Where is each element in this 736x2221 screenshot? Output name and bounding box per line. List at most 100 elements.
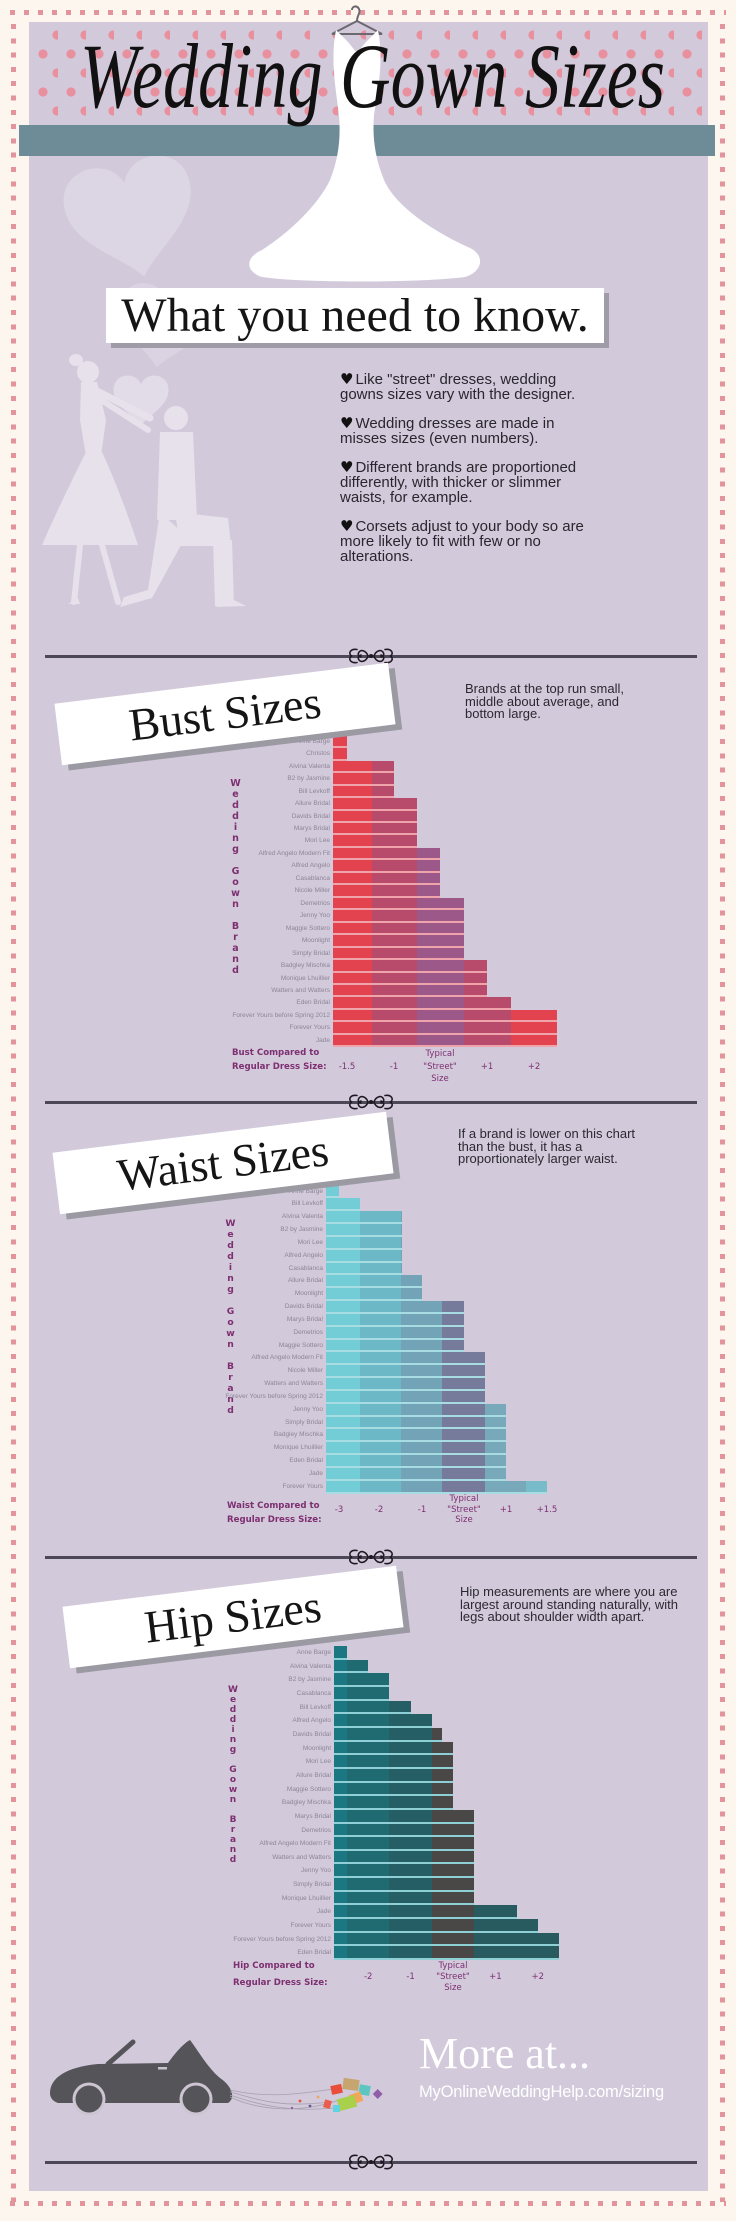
bar — [333, 872, 440, 886]
bar-label: Maggie Sottero — [285, 924, 330, 932]
bar — [333, 972, 487, 985]
bar — [326, 1301, 464, 1314]
x-tick-label: +1 — [452, 1061, 522, 1074]
x-tick-label-line: "Street" — [447, 1504, 481, 1515]
border-left — [11, 24, 16, 2202]
bar-label: Alfred Angelo — [292, 1717, 331, 1725]
confetti-icon — [290, 2077, 383, 2112]
website-link[interactable]: MyOnlineWeddingHelp.com/sizing — [419, 2083, 664, 2101]
bar-label: Forever Yours — [289, 1024, 330, 1032]
bar-label: Maggie Sottero — [286, 1785, 331, 1793]
bar-label: Forever Yours before Spring 2012 — [225, 1392, 323, 1400]
bar — [333, 1022, 557, 1035]
bar-label: Marys Bridal — [294, 1812, 331, 1820]
x-tick-label-line: Size — [455, 1515, 473, 1526]
x-tick-label-line: -2 — [374, 1504, 384, 1515]
bar — [334, 1700, 411, 1715]
bar — [334, 1919, 538, 1933]
bar — [334, 1673, 390, 1688]
bar — [333, 798, 417, 811]
bullet-text: Wedding dresses are made in misses sizes… — [340, 415, 555, 447]
bullet-text: Like "street" dresses, wedding gowns siz… — [340, 371, 576, 403]
bar — [326, 1365, 485, 1379]
bar — [333, 773, 394, 786]
bar-label: Moonlight — [302, 1744, 331, 1752]
x-tick-label: -1.5 — [312, 1061, 382, 1074]
bar-label: B2 by Jasmine — [287, 775, 330, 783]
bar — [326, 1262, 402, 1276]
more-at-label: More at... — [419, 2029, 591, 2078]
hanger-icon — [331, 5, 383, 35]
x-tick-label: Typical "Street" Size — [418, 1961, 488, 1994]
subtitle-box: What you need to know. — [106, 288, 604, 343]
bar-label: Forever Yours — [282, 1482, 323, 1490]
bar-label: Demetrios — [301, 1826, 331, 1834]
heart-icon — [340, 459, 355, 476]
x-tick-label: -3 — [304, 1505, 374, 1516]
bar-label: Badgley Mischka — [281, 1799, 331, 1807]
x-tick-label-line: -1.5 — [338, 1061, 356, 1072]
decor-layer — [42, 149, 246, 607]
bar-label: Watters and Watters — [264, 1380, 323, 1388]
bar — [333, 823, 417, 836]
bar — [326, 1211, 402, 1225]
x-tick-label-line: +1 — [499, 1504, 513, 1515]
y-axis-label: Wedding Gown Brand — [228, 1685, 238, 1865]
bar — [326, 1313, 464, 1327]
x-axis-label-line: Regular Dress Size: — [233, 1978, 328, 1988]
bar-label: Anne Barge — [296, 1649, 331, 1657]
bar-label: Mori Lee — [304, 837, 330, 845]
bar-label: Simply Bridal — [292, 949, 330, 957]
bar-label: Moonlight — [294, 1290, 323, 1298]
header-art: Wedding Gown Sizes — [80, 5, 665, 282]
bar-label: Monique Lhuillier — [281, 1894, 331, 1902]
bar-label: Bill Levkoff — [298, 787, 330, 795]
bar-label: Mori Lee — [297, 1238, 323, 1246]
bar — [326, 1416, 506, 1430]
bullet-text: Corsets adjust to your body so are more … — [340, 518, 584, 565]
x-tick-label-line: -2 — [363, 1971, 373, 1982]
bar-label: Alvina Valenta — [281, 1213, 323, 1221]
bar-label: Jenny Yoo — [300, 1867, 331, 1875]
x-tick-label-line: Typical — [425, 1049, 455, 1060]
bar-label: Jade — [308, 1469, 323, 1477]
bar — [333, 1034, 557, 1048]
x-tick-label-line: -1 — [417, 1504, 427, 1515]
bar — [333, 997, 511, 1010]
bar-label: Maggie Sottero — [278, 1341, 323, 1349]
intro-bullets: Like "street" dresses, wedding gowns siz… — [340, 371, 592, 578]
bar — [326, 1480, 547, 1494]
bar — [334, 1782, 453, 1797]
bar — [334, 1864, 475, 1879]
border-top — [10, 10, 726, 15]
bar-label: Allure Bridal — [295, 1771, 331, 1779]
intro-bullet: Wedding dresses are made in misses sizes… — [340, 415, 592, 447]
x-axis-label-line: Hip Compared to — [233, 1961, 315, 1971]
bar — [326, 1467, 506, 1481]
bar-label: Allure Bridal — [294, 800, 330, 808]
intro-bullet: Different brands are proportioned differ… — [340, 459, 592, 505]
bar-label: Demetrios — [300, 899, 330, 907]
bar-label: Watters and Watters — [272, 1853, 331, 1861]
bar — [334, 1796, 453, 1810]
bar — [333, 947, 464, 961]
intro-bullet: Corsets adjust to your body so are more … — [340, 518, 592, 565]
subtitle: What you need to know. — [121, 289, 589, 342]
x-tick-label-line: +1.5 — [536, 1504, 558, 1515]
x-tick-label-line: Typical — [449, 1494, 479, 1505]
bar — [334, 1646, 347, 1660]
bar-label: Casablanca — [295, 874, 330, 882]
bar-label: Bill Levkoff — [299, 1703, 331, 1711]
bar — [334, 1659, 369, 1674]
bar-label: Simply Bridal — [285, 1418, 323, 1426]
x-tick-label-line: Size — [444, 1982, 462, 1993]
bar-label: Mori Lee — [305, 1758, 331, 1766]
x-tick-label: -2 — [344, 1505, 414, 1516]
bar — [333, 860, 440, 873]
car-icon — [50, 2039, 233, 2116]
bar — [326, 1455, 506, 1468]
bar-label: Watters and Watters — [271, 987, 330, 994]
bar-label: Demetrios — [293, 1328, 323, 1336]
bar-label: Davids Bridal — [284, 1303, 323, 1311]
bar — [326, 1339, 464, 1353]
